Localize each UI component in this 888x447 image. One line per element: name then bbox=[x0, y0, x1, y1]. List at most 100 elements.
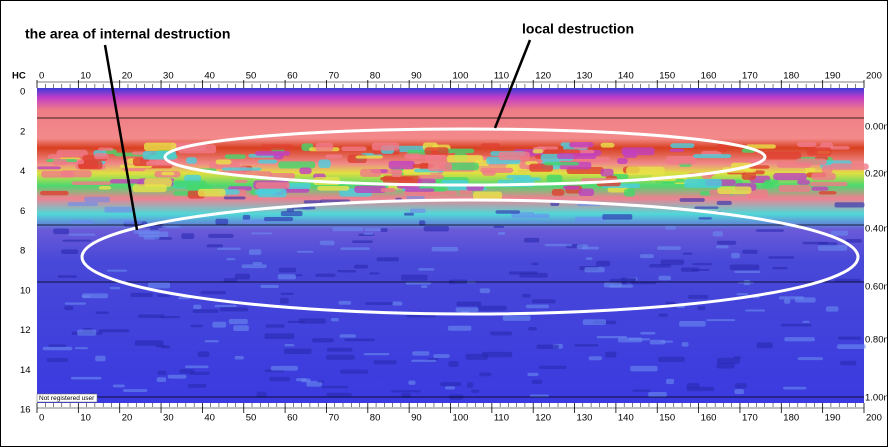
texture bbox=[190, 324, 203, 328]
x-tick-label: 50 bbox=[246, 71, 257, 82]
texture bbox=[234, 356, 244, 360]
texture bbox=[446, 155, 484, 163]
texture bbox=[531, 299, 556, 304]
y2-tick-label: 1.00m bbox=[865, 393, 888, 404]
x-tick-label: 30 bbox=[163, 71, 174, 82]
texture bbox=[419, 220, 426, 226]
texture bbox=[390, 390, 421, 393]
texture bbox=[560, 142, 572, 147]
texture bbox=[811, 186, 829, 191]
texture bbox=[532, 149, 544, 154]
texture bbox=[528, 327, 537, 331]
texture bbox=[731, 252, 740, 259]
texture bbox=[95, 311, 109, 314]
texture bbox=[48, 344, 67, 347]
y-tick-label: 12 bbox=[20, 325, 31, 336]
texture bbox=[184, 174, 202, 183]
texture bbox=[260, 284, 279, 288]
texture bbox=[735, 383, 747, 389]
texture bbox=[317, 380, 325, 383]
texture bbox=[455, 307, 479, 313]
texture bbox=[219, 307, 249, 312]
texture bbox=[138, 314, 165, 319]
texture bbox=[497, 232, 506, 235]
texture bbox=[392, 301, 403, 306]
texture bbox=[433, 354, 450, 358]
texture bbox=[467, 382, 474, 388]
texture bbox=[37, 166, 61, 170]
texture bbox=[745, 144, 777, 149]
texture bbox=[617, 337, 643, 343]
texture bbox=[763, 151, 802, 160]
texture bbox=[47, 154, 62, 160]
texture bbox=[241, 264, 267, 269]
corner-label: HC bbox=[12, 71, 26, 82]
x-tick-label: 170 bbox=[742, 413, 758, 424]
texture bbox=[600, 168, 614, 177]
texture bbox=[845, 238, 862, 243]
texture bbox=[609, 278, 636, 282]
texture bbox=[818, 191, 837, 195]
texture bbox=[104, 206, 133, 213]
x-tick-label: 100 bbox=[453, 71, 469, 82]
x-tick-label: 170 bbox=[742, 71, 758, 82]
texture bbox=[649, 339, 666, 345]
texture bbox=[277, 274, 296, 280]
texture bbox=[648, 391, 667, 398]
texture bbox=[325, 354, 355, 360]
y-tick-label: 10 bbox=[20, 285, 31, 296]
texture bbox=[84, 196, 110, 203]
texture bbox=[312, 338, 334, 343]
texture bbox=[284, 343, 295, 347]
texture bbox=[376, 257, 399, 262]
texture bbox=[481, 351, 513, 358]
texture bbox=[317, 186, 350, 191]
texture bbox=[834, 202, 865, 208]
pointer bbox=[103, 44, 139, 231]
texture bbox=[354, 264, 369, 269]
texture bbox=[401, 274, 428, 281]
texture bbox=[242, 214, 251, 220]
texture bbox=[734, 270, 761, 274]
x-tick-label: 180 bbox=[783, 413, 799, 424]
texture bbox=[371, 142, 400, 151]
texture bbox=[525, 304, 550, 309]
x-tick-label: 60 bbox=[287, 413, 298, 424]
texture bbox=[773, 172, 807, 181]
texture bbox=[716, 245, 729, 249]
texture bbox=[529, 163, 553, 172]
texture bbox=[649, 263, 672, 268]
texture bbox=[527, 372, 539, 377]
x-tick-label: 130 bbox=[577, 71, 593, 82]
texture bbox=[212, 321, 227, 328]
texture bbox=[270, 365, 299, 371]
texture bbox=[796, 142, 817, 147]
texture bbox=[156, 377, 167, 383]
texture bbox=[669, 148, 685, 152]
texture bbox=[315, 142, 334, 152]
texture bbox=[684, 178, 722, 188]
y-tick-label: 16 bbox=[20, 405, 31, 416]
texture bbox=[257, 159, 278, 164]
texture bbox=[403, 212, 415, 216]
texture bbox=[536, 344, 559, 349]
texture bbox=[408, 380, 416, 385]
texture bbox=[746, 189, 768, 199]
texture bbox=[338, 300, 352, 305]
texture bbox=[779, 296, 805, 300]
texture bbox=[575, 216, 606, 223]
texture bbox=[293, 274, 303, 277]
texture bbox=[716, 362, 735, 369]
texture bbox=[682, 252, 693, 255]
texture bbox=[354, 185, 387, 193]
y-tick-label: 6 bbox=[20, 206, 25, 217]
x-tick-label: 10 bbox=[80, 71, 91, 82]
x-tick-label: 80 bbox=[370, 413, 381, 424]
texture bbox=[498, 151, 530, 161]
texture bbox=[693, 154, 732, 159]
texture bbox=[189, 371, 210, 376]
texture bbox=[112, 384, 125, 388]
texture bbox=[185, 365, 209, 369]
texture bbox=[132, 184, 167, 193]
texture bbox=[81, 295, 91, 298]
